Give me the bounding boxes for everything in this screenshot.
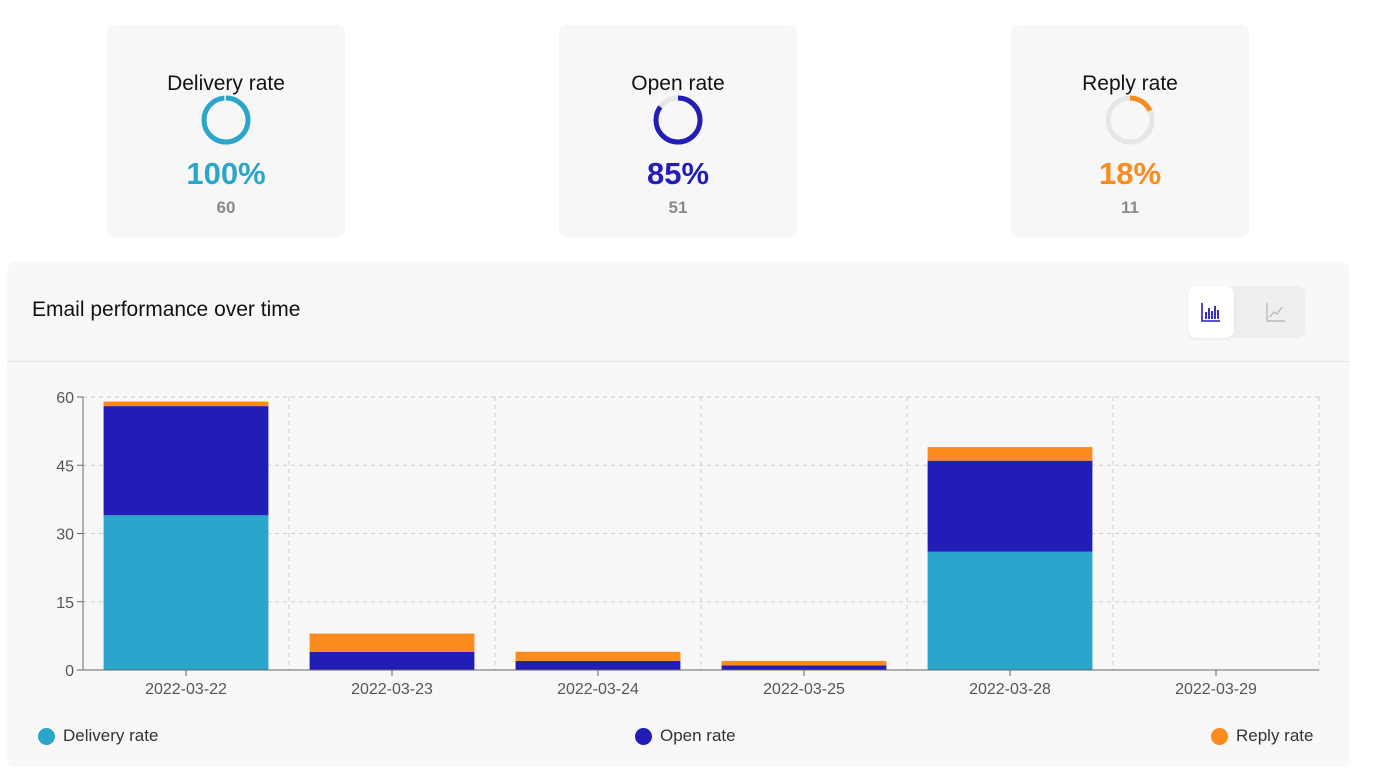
legend-item-reply[interactable]: Reply rate	[1211, 726, 1313, 746]
bar-segment[interactable]	[515, 660, 681, 670]
kpi-title: Delivery rate	[167, 72, 285, 95]
x-tick-label: 2022-03-25	[763, 681, 845, 698]
legend-label: Delivery rate	[63, 726, 159, 745]
kpi-title: Reply rate	[1082, 72, 1178, 95]
progress-ring-icon	[653, 95, 703, 145]
kpi-percent: 85%	[646, 156, 710, 191]
ring-progress	[1105, 95, 1155, 145]
kpi-title: Open rate	[631, 72, 725, 95]
kpi-count: 60	[216, 198, 236, 217]
bar-segment[interactable]	[515, 651, 681, 661]
progress-ring-icon	[201, 95, 251, 145]
x-tick-label: 2022-03-29	[1175, 681, 1257, 698]
kpi-percent: 100%	[186, 156, 266, 191]
ring-progress	[201, 95, 251, 145]
kpi-card-open: Open rate 85% 51	[559, 25, 797, 237]
bar-segment[interactable]	[103, 401, 269, 407]
bar-segment[interactable]	[927, 551, 1093, 670]
x-tick-label: 2022-03-22	[145, 681, 227, 698]
x-tick-label: 2022-03-28	[969, 681, 1051, 698]
panel-title: Email performance over time	[32, 298, 301, 321]
legend-dot	[1211, 727, 1228, 745]
kpi-percent: 18%	[1098, 156, 1162, 191]
kpi-card-delivery: Delivery rate 100% 60	[107, 25, 345, 237]
ring-progress	[653, 95, 703, 145]
bar-segment[interactable]	[927, 447, 1093, 461]
x-tick-label: 2022-03-24	[557, 681, 639, 698]
panel-divider	[7, 361, 1350, 362]
chart-type-toggle	[1188, 286, 1305, 338]
legend-label: Open rate	[660, 726, 736, 745]
bar-segment[interactable]	[721, 665, 887, 670]
bar-segment[interactable]	[309, 633, 475, 652]
legend-item-delivery[interactable]: Delivery rate	[38, 726, 158, 746]
y-tick-label: 15	[56, 595, 74, 612]
y-tick-label: 0	[65, 663, 74, 680]
bar-segment[interactable]	[103, 406, 269, 516]
line-chart-icon	[1266, 303, 1285, 322]
line-chart-button[interactable]	[1253, 286, 1299, 338]
kpi-card-reply: Reply rate 18% 11	[1011, 25, 1249, 237]
bar-segment[interactable]	[309, 651, 475, 670]
legend-dot	[635, 727, 652, 745]
kpi-count: 51	[668, 198, 688, 217]
progress-ring-icon	[1105, 95, 1155, 145]
x-tick-label: 2022-03-23	[351, 681, 433, 698]
legend-dot	[38, 727, 55, 745]
kpi-count: 11	[1121, 198, 1139, 217]
legend-label: Reply rate	[1236, 726, 1314, 745]
legend-item-open[interactable]: Open rate	[635, 726, 736, 746]
bar-segment[interactable]	[103, 515, 269, 670]
y-tick-label: 45	[56, 458, 74, 475]
email-performance-panel: Email performance over time 0 15 30 45 60 202…	[7, 262, 1350, 767]
bar-chart-icon	[1201, 303, 1220, 322]
stacked-bar-chart: 0 15 30 45 60 2022-03-22 2022-03-23 2022-03-24 2…	[56, 390, 1320, 698]
bar-segment[interactable]	[927, 460, 1093, 552]
y-tick-label: 60	[56, 390, 74, 407]
bar-chart-button[interactable]	[1188, 286, 1234, 338]
bar-segment[interactable]	[721, 660, 887, 666]
y-tick-label: 30	[56, 527, 74, 544]
